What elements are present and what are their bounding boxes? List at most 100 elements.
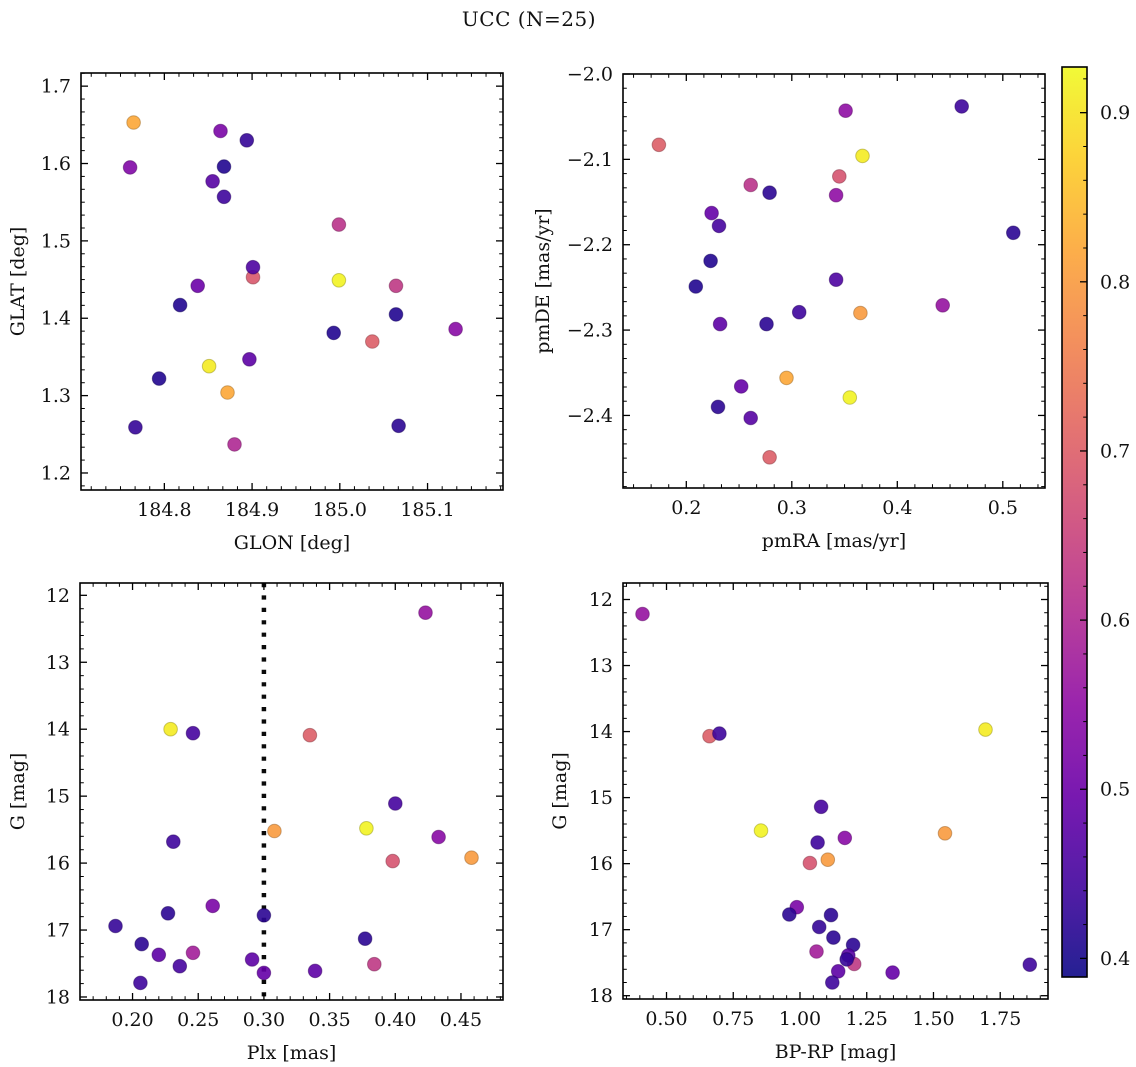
scatter-point xyxy=(802,855,818,871)
colorbar-frame xyxy=(1061,66,1088,978)
y-tick-label: 16 xyxy=(46,853,70,875)
x-axis-label: pmRA [mas/yr] xyxy=(762,530,906,552)
scatter-point xyxy=(134,936,149,952)
scatter-point xyxy=(448,321,463,337)
y-tick-label: 1.4 xyxy=(41,308,71,330)
scatter-point xyxy=(151,371,167,386)
y-axis-label: GLAT [deg] xyxy=(7,227,29,337)
scatter-point xyxy=(791,304,807,320)
y-tick-label: 18 xyxy=(46,986,70,1008)
scatter-point xyxy=(810,835,825,850)
y-tick-label: 13 xyxy=(589,655,613,677)
colorbar-tick-label: 0.6 xyxy=(1100,610,1130,632)
scatter-point xyxy=(128,420,143,435)
scatter-point xyxy=(185,945,201,961)
colorbar-bar xyxy=(1062,67,1087,977)
scatter-point xyxy=(216,159,232,174)
scatter-point xyxy=(133,975,148,991)
scatter-point xyxy=(779,370,794,386)
y-tick-label: 14 xyxy=(46,719,70,741)
y-tick-label: −2.3 xyxy=(567,320,613,342)
scatter-point xyxy=(464,850,479,866)
scatter-point xyxy=(267,823,282,839)
scatter-point xyxy=(108,918,123,934)
scatter-point xyxy=(743,410,759,426)
scatter-point xyxy=(185,725,201,741)
scatter-point xyxy=(388,796,403,811)
scatter-point xyxy=(201,358,217,374)
scatter-point xyxy=(712,726,727,741)
scatter-point xyxy=(256,965,272,981)
scatter-point xyxy=(782,907,797,922)
scatter-point xyxy=(418,605,433,621)
x-tick-label: 184.8 xyxy=(137,499,191,521)
x-tick-label: 0.5 xyxy=(988,497,1018,519)
scatter-point xyxy=(172,297,188,313)
scatter-point xyxy=(205,174,220,189)
scatter-point xyxy=(762,450,777,465)
scatter-point xyxy=(935,298,951,313)
scatter-point xyxy=(762,185,777,200)
scatter-point xyxy=(688,279,704,294)
y-tick-label: 12 xyxy=(46,585,70,607)
scatter-point xyxy=(126,115,141,130)
plot-frame xyxy=(79,582,504,1001)
scatter-point xyxy=(704,205,719,221)
scatter-point xyxy=(163,721,178,737)
x-tick-label: 0.75 xyxy=(712,1008,754,1030)
colorbar-tick-label: 0.5 xyxy=(1100,779,1130,801)
scatter-point xyxy=(820,852,836,868)
y-axis-label: pmDE [mas/yr] xyxy=(532,208,554,353)
x-tick-label: 1.25 xyxy=(846,1008,888,1030)
x-axis-label: Plx [mas] xyxy=(247,1042,337,1064)
scatter-point xyxy=(733,379,749,394)
scatter-point xyxy=(885,965,900,980)
scatter-point xyxy=(853,305,868,321)
y-tick-label: 1.5 xyxy=(41,230,71,252)
y-tick-label: 18 xyxy=(589,985,613,1007)
x-tick-label: 0.3 xyxy=(777,497,807,519)
scatter-point xyxy=(245,259,261,275)
scatter-point xyxy=(839,952,855,967)
y-tick-label: 16 xyxy=(589,853,613,875)
scatter-point xyxy=(823,907,839,923)
scatter-point xyxy=(832,169,847,184)
scatter-point xyxy=(190,278,205,294)
scatter-point xyxy=(357,931,373,947)
x-tick-label: 1.00 xyxy=(779,1008,821,1030)
scatter-point xyxy=(703,253,718,269)
colorbar-tick-label: 0.7 xyxy=(1100,440,1130,462)
panel-bprp-g: 0.50 0.75 1.00 1.25 1.50 1.75 12 13 14 15 16 17 18 BP… xyxy=(549,582,1049,1063)
colorbar-tick-label: 0.9 xyxy=(1100,102,1130,124)
scatter-point xyxy=(809,944,824,959)
y-tick-label: 1.3 xyxy=(41,385,71,407)
colorbar-tick-label: 0.8 xyxy=(1100,271,1130,293)
colorbar-tick-label: 0.4 xyxy=(1100,948,1130,970)
scatter-point xyxy=(302,727,318,743)
y-tick-label: −2.1 xyxy=(567,149,613,171)
scatter-point xyxy=(307,963,323,979)
scatter-point xyxy=(937,826,953,841)
panel-pmra-pmde: 0.2 0.3 0.4 0.5 −2.0 −2.1 −2.2 −2.3 −2.4 pmRA [ma… xyxy=(532,64,1046,552)
y-tick-label: 12 xyxy=(589,589,613,611)
scatter-point xyxy=(759,316,774,332)
y-tick-label: 1.2 xyxy=(41,462,71,484)
x-tick-label: 1.75 xyxy=(979,1008,1021,1030)
scatter-point xyxy=(220,385,235,400)
colorbar: 0.4 0.5 0.6 0.7 0.8 0.9 xyxy=(1061,66,1130,978)
x-tick-label: 184.9 xyxy=(225,499,279,521)
scatter-point xyxy=(151,947,167,963)
scatter-point xyxy=(239,133,255,148)
scatter-point xyxy=(331,273,347,288)
scatter-point xyxy=(359,821,374,836)
scatter-point xyxy=(825,975,840,990)
scatter-point xyxy=(826,930,841,945)
y-tick-label: 17 xyxy=(46,920,70,942)
scatter-point xyxy=(216,189,232,205)
x-tick-label: 0.40 xyxy=(374,1009,416,1031)
scatter-point xyxy=(385,853,401,869)
y-tick-label: 15 xyxy=(589,787,613,809)
scatter-point xyxy=(160,906,176,921)
x-tick-label: 0.30 xyxy=(243,1009,285,1031)
